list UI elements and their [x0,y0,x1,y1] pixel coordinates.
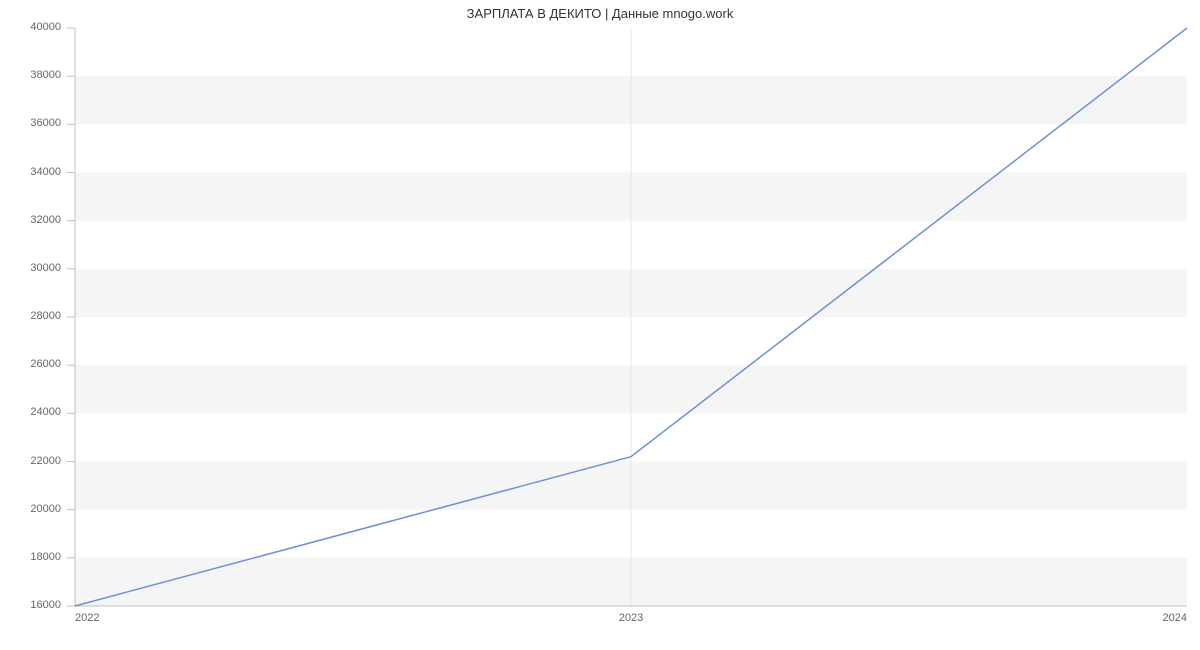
y-tick-label: 30000 [0,262,61,274]
plot-area [75,28,1187,606]
chart-title: ЗАРПЛАТА В ДЕКИТО | Данные mnogo.work [0,6,1200,21]
y-tick-label: 26000 [0,358,61,370]
y-tick-label: 36000 [0,117,61,129]
y-tick-label: 20000 [0,503,61,515]
y-tick-label: 38000 [0,69,61,81]
y-tick-label: 34000 [0,166,61,178]
y-tick-label: 24000 [0,406,61,418]
y-tick-label: 28000 [0,310,61,322]
x-tick-label: 2023 [601,612,661,624]
x-tick-label: 2022 [75,612,135,624]
chart-svg [75,28,1187,606]
y-tick-label: 32000 [0,214,61,226]
chart-container: ЗАРПЛАТА В ДЕКИТО | Данные mnogo.work 16… [0,0,1200,650]
y-tick-label: 16000 [0,599,61,611]
y-tick-label: 40000 [0,21,61,33]
y-tick-label: 22000 [0,455,61,467]
y-tick-label: 18000 [0,551,61,563]
x-tick-label: 2024 [1127,612,1187,624]
